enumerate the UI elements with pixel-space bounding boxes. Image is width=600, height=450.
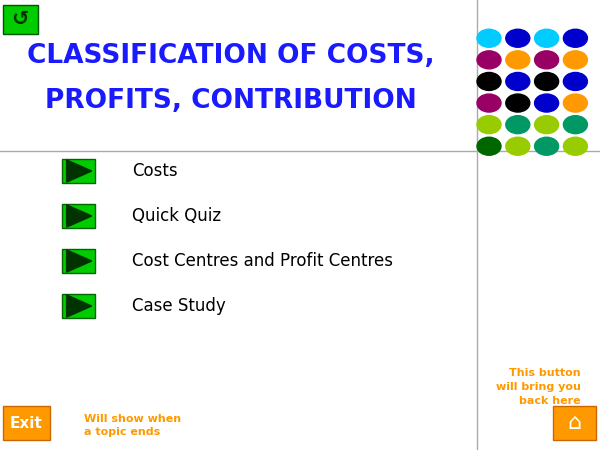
Circle shape: [477, 116, 501, 134]
Text: Cost Centres and Profit Centres: Cost Centres and Profit Centres: [132, 252, 393, 270]
Text: Case Study: Case Study: [132, 297, 226, 315]
Circle shape: [535, 137, 559, 155]
Text: Quick Quiz: Quick Quiz: [132, 207, 221, 225]
Text: ↺: ↺: [11, 9, 29, 29]
Circle shape: [563, 137, 587, 155]
Circle shape: [506, 29, 530, 47]
Circle shape: [506, 94, 530, 112]
Circle shape: [535, 116, 559, 134]
Circle shape: [477, 94, 501, 112]
FancyBboxPatch shape: [3, 406, 50, 440]
Text: a topic ends: a topic ends: [84, 427, 160, 437]
Circle shape: [477, 29, 501, 47]
Circle shape: [477, 72, 501, 90]
Circle shape: [563, 116, 587, 134]
Circle shape: [477, 137, 501, 155]
Text: Exit: Exit: [10, 415, 43, 431]
Circle shape: [506, 72, 530, 90]
Circle shape: [535, 29, 559, 47]
Circle shape: [506, 137, 530, 155]
FancyBboxPatch shape: [62, 203, 95, 229]
Circle shape: [506, 116, 530, 134]
Circle shape: [563, 51, 587, 69]
FancyBboxPatch shape: [62, 248, 95, 274]
Circle shape: [506, 51, 530, 69]
Circle shape: [535, 51, 559, 69]
Circle shape: [535, 72, 559, 90]
Circle shape: [563, 72, 587, 90]
Text: Costs: Costs: [132, 162, 178, 180]
FancyBboxPatch shape: [553, 406, 596, 440]
Circle shape: [477, 51, 501, 69]
Text: PROFITS, CONTRIBUTION: PROFITS, CONTRIBUTION: [45, 88, 417, 114]
Polygon shape: [67, 295, 92, 317]
FancyBboxPatch shape: [62, 294, 95, 319]
Text: ⌂: ⌂: [568, 413, 582, 433]
FancyBboxPatch shape: [62, 158, 95, 184]
Circle shape: [563, 94, 587, 112]
Text: This button
will bring you
back here: This button will bring you back here: [496, 368, 581, 406]
Text: Will show when: Will show when: [84, 414, 181, 423]
Polygon shape: [67, 160, 92, 182]
Text: CLASSIFICATION OF COSTS,: CLASSIFICATION OF COSTS,: [27, 43, 435, 69]
Polygon shape: [67, 205, 92, 227]
Circle shape: [563, 29, 587, 47]
Polygon shape: [67, 250, 92, 272]
FancyBboxPatch shape: [3, 4, 38, 34]
Circle shape: [535, 94, 559, 112]
